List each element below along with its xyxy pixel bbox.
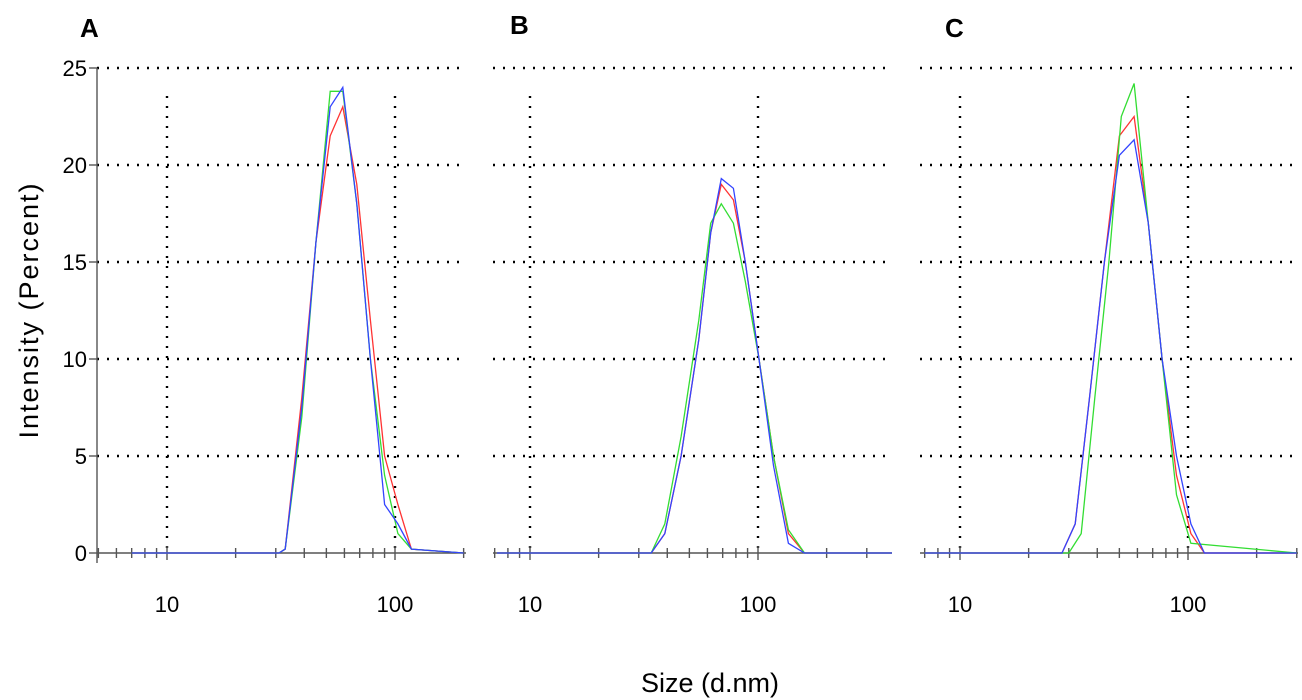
panel-c-plot: 10 100	[920, 66, 1298, 617]
y-tick-label: 5	[75, 444, 87, 469]
panel-b-letter: B	[510, 10, 529, 40]
series-line-3	[497, 177, 892, 554]
y-tick-label: 25	[63, 56, 87, 81]
y-tick-label: 15	[63, 250, 87, 275]
x-tick-label: 10	[948, 592, 972, 617]
y-tick-label: 0	[75, 541, 87, 566]
x-tick-label: 10	[518, 592, 542, 617]
panel-a-letter: A	[80, 13, 99, 43]
series-line-2	[497, 202, 892, 554]
x-axis-title: Size (d.nm)	[641, 668, 779, 698]
panel-c-letter: C	[945, 13, 964, 43]
y-tick-label: 10	[63, 347, 87, 372]
y-tick-label: 20	[63, 153, 87, 178]
x-tick-label: 100	[1170, 592, 1207, 617]
series-line-1	[924, 114, 1297, 554]
y-tick-labels: 0 5 10 15 20 25	[63, 56, 87, 566]
series-line-1	[131, 104, 464, 554]
series-line-2	[131, 90, 464, 554]
x-tick-label: 10	[155, 592, 179, 617]
x-tick-label: 100	[740, 592, 777, 617]
series-line-3	[131, 85, 464, 554]
series-line-3	[924, 138, 1297, 554]
y-axis-title: Intensity (Percent)	[14, 181, 44, 438]
panel-a-plot: 10 100	[89, 66, 466, 617]
series-line-2	[924, 83, 1297, 554]
panel-b-plot: 10 100	[493, 66, 892, 617]
x-tick-label: 100	[377, 592, 414, 617]
